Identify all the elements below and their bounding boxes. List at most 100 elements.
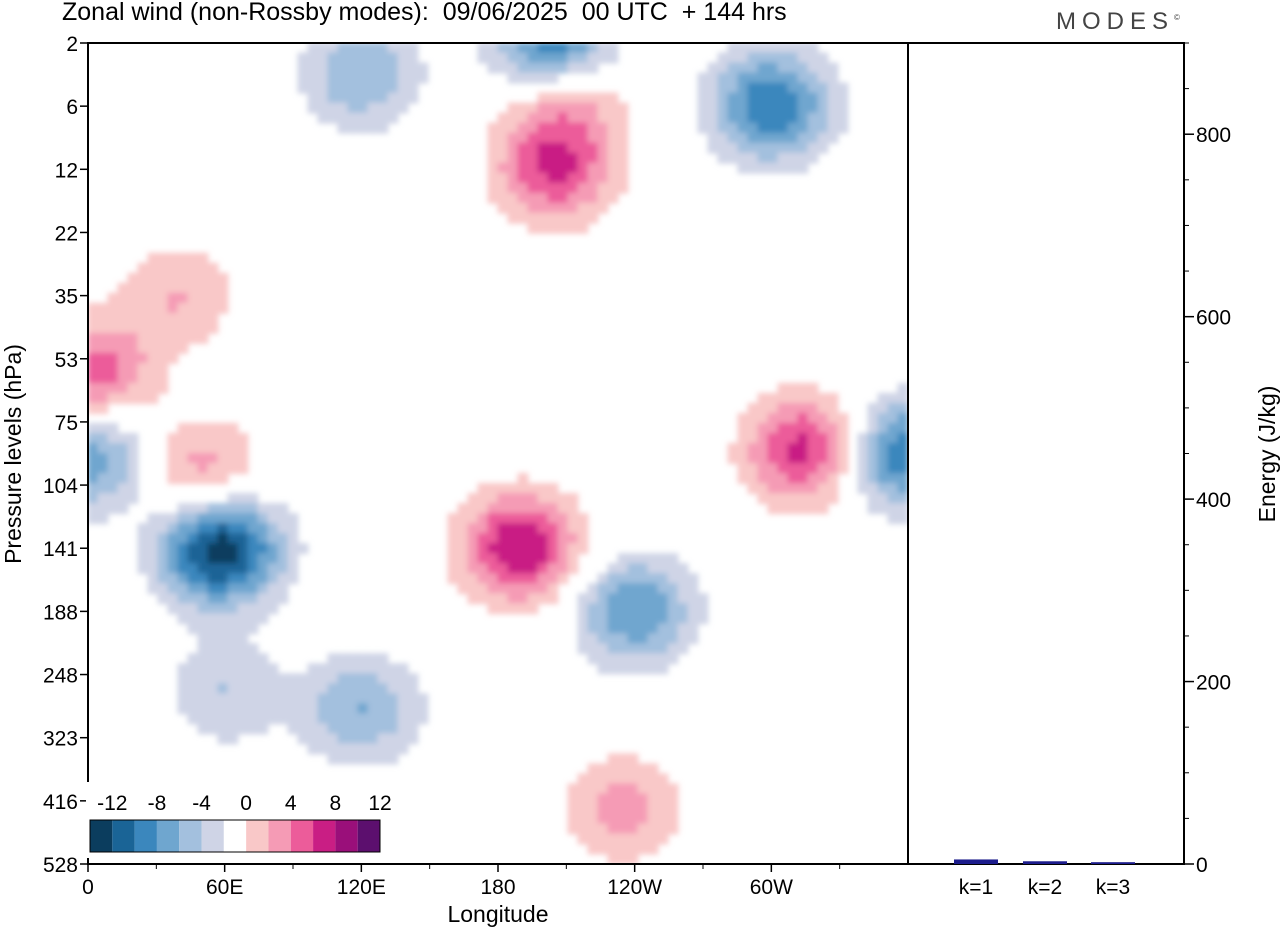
field-cell <box>177 553 189 565</box>
field-cell <box>637 653 649 665</box>
field-cell <box>797 483 809 495</box>
field-cell <box>767 122 779 134</box>
field-cell <box>187 503 199 515</box>
field-cell <box>327 43 339 54</box>
field-cell <box>507 603 519 615</box>
field-cell <box>347 112 359 124</box>
field-cell <box>287 573 299 585</box>
field-cell <box>297 543 309 555</box>
field-cell <box>587 202 599 214</box>
field-cell <box>97 302 109 314</box>
field-cell <box>88 463 99 475</box>
field-cell <box>527 152 539 164</box>
field-cell <box>127 432 139 444</box>
field-cell <box>717 52 729 64</box>
field-cell <box>787 432 799 444</box>
field-cell <box>527 122 539 134</box>
field-cell <box>217 613 229 625</box>
field-cell <box>767 493 779 505</box>
field-cell <box>337 713 349 725</box>
field-cell <box>487 483 499 495</box>
field-cell <box>607 573 619 585</box>
field-cell <box>777 102 789 114</box>
field-cell <box>507 493 519 505</box>
field-cell <box>747 402 759 414</box>
field-cell <box>297 673 309 685</box>
field-cell <box>307 733 319 745</box>
field-cell <box>207 442 219 454</box>
field-cell <box>167 352 179 364</box>
field-cell <box>507 192 519 204</box>
field-cell <box>177 322 189 334</box>
field-cell <box>777 43 789 54</box>
field-cell <box>737 52 749 64</box>
field-cell <box>817 52 829 64</box>
field-cell <box>507 483 519 495</box>
field-cell <box>607 823 619 835</box>
field-cell <box>157 312 169 324</box>
field-cell <box>807 453 819 465</box>
field-cell <box>617 583 629 595</box>
field-cell <box>597 102 609 114</box>
field-cell <box>897 412 908 424</box>
field-cell <box>637 573 649 585</box>
field-cell <box>117 282 129 294</box>
field-cell <box>537 162 549 174</box>
field-cell <box>567 112 579 124</box>
field-cell <box>557 212 569 224</box>
chart-title: Zonal wind (non-Rossby modes): 09/06/202… <box>62 0 787 26</box>
field-cell <box>487 543 499 555</box>
field-cell <box>697 613 709 625</box>
field-cell <box>717 152 729 164</box>
field-cell <box>577 142 589 154</box>
field-cell <box>227 713 239 725</box>
field-cell <box>217 432 229 444</box>
field-cell <box>187 533 199 545</box>
field-cell <box>777 412 789 424</box>
field-cell <box>217 733 229 745</box>
field-cell <box>157 573 169 585</box>
field-cell <box>167 292 179 304</box>
field-cell <box>237 453 249 465</box>
field-cell <box>667 633 679 645</box>
field-cell <box>687 573 699 585</box>
field-cell <box>787 52 799 64</box>
field-cell <box>447 563 459 575</box>
field-cell <box>597 202 609 214</box>
field-cell <box>597 182 609 194</box>
field-cell <box>577 613 589 625</box>
field-cell <box>827 422 839 434</box>
field-cell <box>817 453 829 465</box>
field-cell <box>827 473 839 485</box>
field-cell <box>597 823 609 835</box>
field-cell <box>397 62 409 74</box>
field-cell <box>88 362 99 374</box>
field-cell <box>397 72 409 84</box>
field-cell <box>857 463 869 475</box>
colorbar-label: -12 <box>97 792 127 815</box>
field-cell <box>487 43 499 54</box>
field-cell <box>97 342 109 354</box>
field-cell <box>827 412 839 424</box>
field-cell <box>88 322 99 334</box>
field-cell <box>657 783 669 795</box>
field-cell <box>807 122 819 134</box>
field-cell <box>117 332 129 344</box>
field-cell <box>657 553 669 565</box>
field-cell <box>337 62 349 74</box>
field-cell <box>577 833 589 845</box>
field-cell <box>797 82 809 94</box>
field-cell <box>477 583 489 595</box>
field-cell <box>487 62 499 74</box>
field-cell <box>487 152 499 164</box>
field-cell <box>257 513 269 525</box>
field-cell <box>507 172 519 184</box>
field-cell <box>807 442 819 454</box>
field-cell <box>497 503 509 515</box>
field-cell <box>567 813 579 825</box>
field-cell <box>407 703 419 715</box>
field-cell <box>567 142 579 154</box>
field-cell <box>167 282 179 294</box>
field-cell <box>707 82 719 94</box>
field-cell <box>237 663 249 675</box>
